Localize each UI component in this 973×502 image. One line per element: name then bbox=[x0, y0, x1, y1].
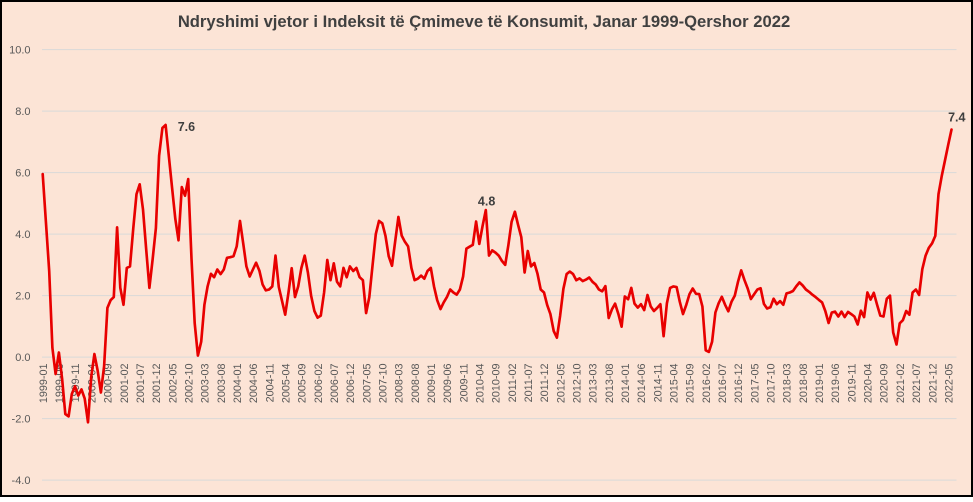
svg-text:2021-02: 2021-02 bbox=[895, 364, 907, 404]
svg-text:4.8: 4.8 bbox=[478, 195, 495, 209]
svg-text:2001-02: 2001-02 bbox=[119, 364, 131, 404]
svg-text:2020-09: 2020-09 bbox=[879, 364, 891, 404]
svg-text:2012-10: 2012-10 bbox=[572, 364, 584, 404]
svg-text:2006-12: 2006-12 bbox=[345, 364, 357, 404]
svg-text:2013-03: 2013-03 bbox=[588, 364, 600, 404]
svg-text:2010-04: 2010-04 bbox=[475, 364, 487, 404]
svg-text:2019-06: 2019-06 bbox=[830, 364, 842, 404]
svg-text:2018-03: 2018-03 bbox=[782, 364, 794, 404]
svg-text:8.0: 8.0 bbox=[15, 106, 30, 118]
svg-text:2017-10: 2017-10 bbox=[766, 364, 778, 404]
svg-text:2014-11: 2014-11 bbox=[652, 364, 664, 403]
svg-text:2021-07: 2021-07 bbox=[911, 364, 923, 404]
svg-text:-2.0: -2.0 bbox=[12, 414, 31, 426]
svg-text:2015-09: 2015-09 bbox=[685, 364, 697, 404]
svg-text:2012-05: 2012-05 bbox=[555, 364, 567, 404]
svg-text:2001-07: 2001-07 bbox=[135, 364, 147, 404]
svg-text:-4.0: -4.0 bbox=[12, 475, 31, 487]
svg-text:2008-08: 2008-08 bbox=[410, 364, 422, 404]
svg-text:0.0: 0.0 bbox=[15, 352, 30, 364]
svg-text:2015-04: 2015-04 bbox=[669, 364, 681, 404]
svg-text:2016-07: 2016-07 bbox=[717, 364, 729, 404]
svg-text:10.0: 10.0 bbox=[9, 45, 30, 57]
svg-text:2006-02: 2006-02 bbox=[313, 364, 325, 404]
svg-text:2016-12: 2016-12 bbox=[733, 364, 745, 404]
svg-text:2009-11: 2009-11 bbox=[458, 364, 470, 403]
svg-text:2017-05: 2017-05 bbox=[749, 364, 761, 404]
svg-text:4.0: 4.0 bbox=[15, 229, 30, 241]
svg-text:7.4: 7.4 bbox=[948, 110, 965, 124]
svg-text:2011-02: 2011-02 bbox=[507, 364, 519, 403]
svg-text:2009-06: 2009-06 bbox=[442, 364, 454, 404]
svg-text:2013-08: 2013-08 bbox=[604, 364, 616, 404]
svg-text:2002-10: 2002-10 bbox=[183, 364, 195, 404]
svg-text:2014-06: 2014-06 bbox=[636, 364, 648, 404]
svg-text:2019-01: 2019-01 bbox=[814, 364, 826, 404]
svg-text:2004-11: 2004-11 bbox=[264, 364, 276, 403]
svg-text:6.0: 6.0 bbox=[15, 168, 30, 180]
svg-text:2014-01: 2014-01 bbox=[620, 364, 632, 404]
svg-text:2005-09: 2005-09 bbox=[297, 364, 309, 404]
svg-text:2002-05: 2002-05 bbox=[167, 364, 179, 404]
svg-text:2007-10: 2007-10 bbox=[378, 364, 390, 404]
svg-text:2009-01: 2009-01 bbox=[426, 364, 438, 404]
svg-text:7.6: 7.6 bbox=[178, 120, 195, 134]
svg-text:2019-11: 2019-11 bbox=[846, 364, 858, 403]
svg-text:2016-02: 2016-02 bbox=[701, 364, 713, 404]
svg-text:2003-03: 2003-03 bbox=[200, 364, 212, 404]
svg-text:2010-09: 2010-09 bbox=[491, 364, 503, 404]
svg-text:2007-05: 2007-05 bbox=[361, 364, 373, 404]
svg-text:2020-04: 2020-04 bbox=[863, 364, 875, 404]
svg-text:2005-04: 2005-04 bbox=[280, 364, 292, 404]
svg-text:2006-07: 2006-07 bbox=[329, 364, 341, 404]
svg-text:2008-03: 2008-03 bbox=[394, 364, 406, 404]
svg-text:Ndryshimi vjetor i Indeksit të: Ndryshimi vjetor i Indeksit të Çmimeve t… bbox=[178, 12, 790, 31]
svg-text:2000-09: 2000-09 bbox=[103, 364, 115, 404]
svg-text:2022-05: 2022-05 bbox=[943, 364, 955, 404]
svg-text:2021-12: 2021-12 bbox=[927, 364, 939, 404]
svg-text:2004-01: 2004-01 bbox=[232, 364, 244, 404]
svg-text:2.0: 2.0 bbox=[15, 291, 30, 303]
svg-text:2018-08: 2018-08 bbox=[798, 364, 810, 404]
svg-text:2011-12: 2011-12 bbox=[539, 364, 551, 403]
svg-text:1999-01: 1999-01 bbox=[38, 364, 50, 404]
svg-text:2001-12: 2001-12 bbox=[151, 364, 163, 404]
svg-text:2011-07: 2011-07 bbox=[523, 364, 535, 403]
svg-text:2004-06: 2004-06 bbox=[248, 364, 260, 404]
svg-text:2003-08: 2003-08 bbox=[216, 364, 228, 404]
